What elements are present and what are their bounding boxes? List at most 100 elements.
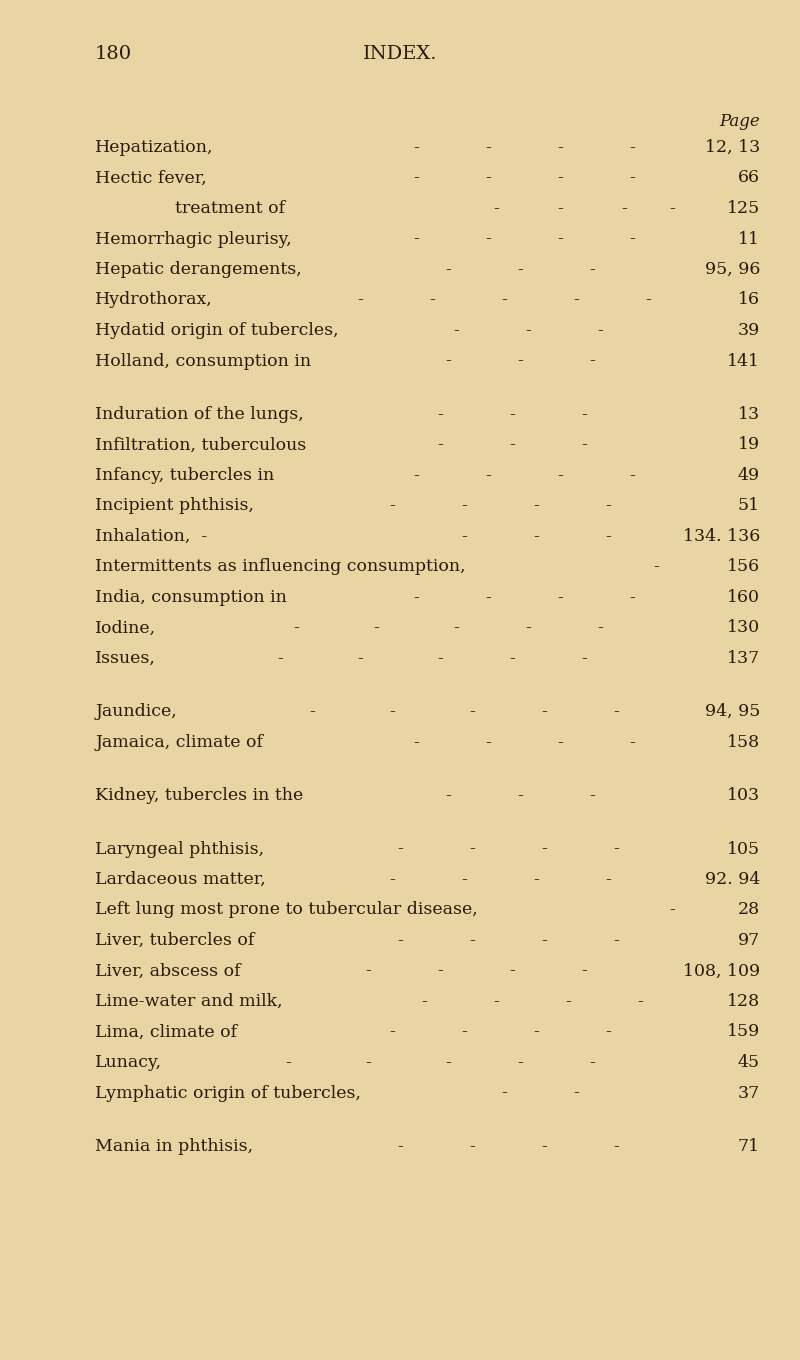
Text: -: -: [413, 230, 419, 248]
Text: 160: 160: [727, 589, 760, 605]
Text: -: -: [541, 840, 547, 858]
Text: -: -: [589, 787, 595, 804]
Text: -: -: [589, 1054, 595, 1072]
Text: 51: 51: [738, 498, 760, 514]
Text: 180: 180: [95, 45, 132, 63]
Text: India, consumption in: India, consumption in: [95, 589, 287, 605]
Text: -: -: [581, 405, 587, 423]
Text: Lardaceous matter,: Lardaceous matter,: [95, 870, 266, 888]
Text: -: -: [525, 619, 531, 636]
Text: -: -: [413, 466, 419, 484]
Text: Hepatic derangements,: Hepatic derangements,: [95, 261, 302, 277]
Text: -: -: [533, 1024, 539, 1040]
Text: -: -: [629, 230, 635, 248]
Text: -: -: [365, 1054, 371, 1072]
Text: -: -: [373, 619, 379, 636]
Text: -: -: [605, 498, 611, 514]
Text: 49: 49: [738, 466, 760, 484]
Text: 105: 105: [727, 840, 760, 858]
Text: 134. 136: 134. 136: [682, 528, 760, 545]
Text: Page: Page: [719, 113, 760, 131]
Text: -: -: [469, 932, 475, 949]
Text: -: -: [573, 291, 579, 309]
Text: -: -: [517, 1054, 523, 1072]
Text: INDEX.: INDEX.: [362, 45, 438, 63]
Text: -: -: [461, 498, 467, 514]
Text: -: -: [397, 840, 403, 858]
Text: -: -: [605, 870, 611, 888]
Text: -: -: [509, 405, 515, 423]
Text: 130: 130: [727, 619, 760, 636]
Text: -: -: [309, 703, 315, 721]
Text: -: -: [485, 170, 491, 186]
Text: -: -: [629, 170, 635, 186]
Text: -: -: [493, 993, 499, 1010]
Text: 12, 13: 12, 13: [705, 139, 760, 156]
Text: Mania in phthisis,: Mania in phthisis,: [95, 1138, 253, 1155]
Text: -: -: [557, 170, 563, 186]
Text: -: -: [501, 1084, 507, 1102]
Text: -: -: [437, 437, 443, 453]
Text: -: -: [501, 291, 507, 309]
Text: -: -: [581, 963, 587, 979]
Text: 92. 94: 92. 94: [705, 870, 760, 888]
Text: 97: 97: [738, 932, 760, 949]
Text: -: -: [557, 466, 563, 484]
Text: -: -: [437, 650, 443, 666]
Text: -: -: [557, 200, 563, 218]
Text: Liver, abscess of: Liver, abscess of: [95, 963, 241, 979]
Text: -: -: [493, 200, 499, 218]
Text: Hemorrhagic pleurisy,: Hemorrhagic pleurisy,: [95, 230, 292, 248]
Text: -: -: [581, 437, 587, 453]
Text: 11: 11: [738, 230, 760, 248]
Text: -: -: [461, 1024, 467, 1040]
Text: -: -: [613, 932, 619, 949]
Text: 94, 95: 94, 95: [705, 703, 760, 721]
Text: -: -: [389, 870, 395, 888]
Text: Incipient phthisis,: Incipient phthisis,: [95, 498, 254, 514]
Text: -: -: [437, 405, 443, 423]
Text: -: -: [653, 559, 659, 575]
Text: -: -: [637, 993, 643, 1010]
Text: 158: 158: [727, 734, 760, 751]
Text: -: -: [629, 139, 635, 156]
Text: -: -: [277, 650, 283, 666]
Text: 19: 19: [738, 437, 760, 453]
Text: -: -: [557, 230, 563, 248]
Text: -: -: [293, 619, 299, 636]
Text: Lymphatic origin of tubercles,: Lymphatic origin of tubercles,: [95, 1084, 361, 1102]
Text: 45: 45: [738, 1054, 760, 1072]
Text: -: -: [453, 322, 459, 339]
Text: -: -: [285, 1054, 291, 1072]
Text: -: -: [469, 703, 475, 721]
Text: -: -: [445, 352, 451, 370]
Text: -: -: [613, 1138, 619, 1155]
Text: 16: 16: [738, 291, 760, 309]
Text: -: -: [485, 139, 491, 156]
Text: -: -: [605, 1024, 611, 1040]
Text: -: -: [437, 963, 443, 979]
Text: -: -: [533, 870, 539, 888]
Text: Iodine,: Iodine,: [95, 619, 156, 636]
Text: -: -: [389, 1024, 395, 1040]
Text: -: -: [621, 200, 627, 218]
Text: -: -: [485, 230, 491, 248]
Text: -: -: [557, 734, 563, 751]
Text: -: -: [357, 650, 363, 666]
Text: Holland, consumption in: Holland, consumption in: [95, 352, 311, 370]
Text: -: -: [613, 840, 619, 858]
Text: Jamaica, climate of: Jamaica, climate of: [95, 734, 263, 751]
Text: 108, 109: 108, 109: [683, 963, 760, 979]
Text: -: -: [389, 498, 395, 514]
Text: -: -: [469, 840, 475, 858]
Text: -: -: [517, 787, 523, 804]
Text: -: -: [397, 932, 403, 949]
Text: -: -: [421, 993, 427, 1010]
Text: -: -: [525, 322, 531, 339]
Text: -: -: [541, 932, 547, 949]
Text: 103: 103: [727, 787, 760, 804]
Text: 37: 37: [738, 1084, 760, 1102]
Text: -: -: [605, 528, 611, 545]
Text: 66: 66: [738, 170, 760, 186]
Text: 39: 39: [738, 322, 760, 339]
